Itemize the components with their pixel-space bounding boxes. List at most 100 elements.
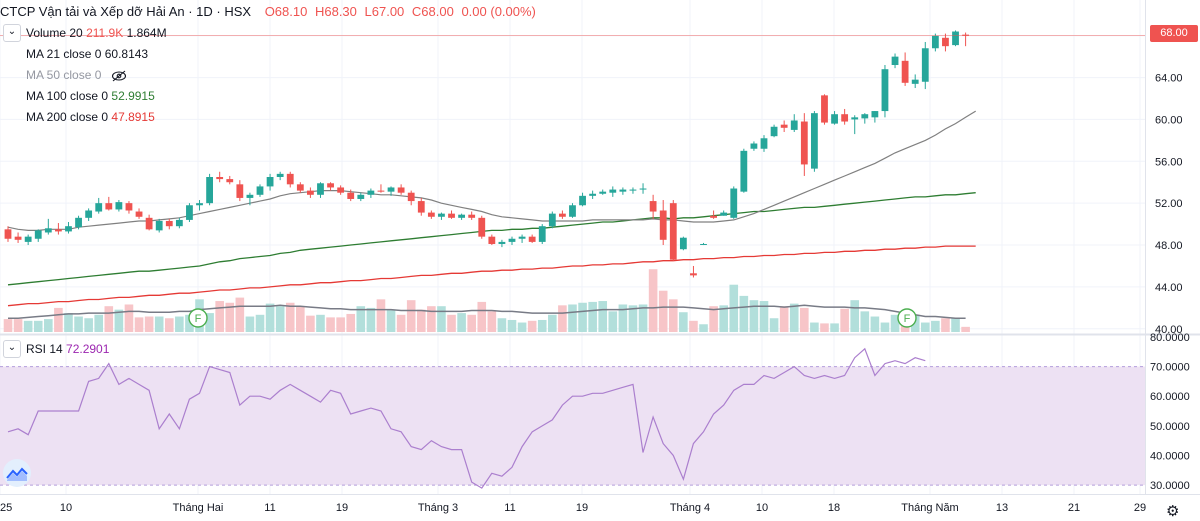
symbol-header: CTCP Vận tải và Xếp dỡ Hải An · 1D · HSX… [0, 4, 540, 19]
candle-body [468, 214, 476, 218]
rsi-axis-label: 70.0000 [1150, 362, 1190, 374]
time-axis-label: 29 [1134, 502, 1146, 514]
volume-bar [447, 314, 456, 332]
ma50-legend[interactable]: MA 50 close 0 [26, 68, 127, 82]
ma200-legend[interactable]: MA 200 close 0 47.8915 [26, 110, 155, 124]
candle [861, 113, 869, 124]
candle-body [548, 213, 556, 227]
candle-body [962, 34, 969, 36]
candle-body [559, 213, 566, 217]
time-axis-label: Tháng 3 [418, 502, 458, 514]
candle [831, 111, 838, 125]
candle-body [780, 124, 788, 128]
candle [387, 186, 395, 196]
earnings-marker [897, 308, 917, 328]
ma21-legend[interactable]: MA 21 close 0 60.8143 [26, 47, 148, 61]
volume-bar [356, 306, 366, 332]
candle [216, 171, 224, 183]
volume-bar [44, 319, 53, 332]
volume-bar [870, 316, 880, 332]
change-value: 0.00 (0.00%) [461, 4, 536, 19]
candle [286, 171, 294, 188]
volume-bar [850, 300, 860, 332]
candle [841, 108, 849, 125]
collapse-legend-button[interactable]: ⌄ [3, 24, 21, 42]
candle-body [438, 213, 445, 217]
ma200-line [7, 245, 976, 307]
time-axis-label: 11 [504, 502, 515, 514]
volume-ma-value: 1.864M [126, 26, 167, 40]
candle [135, 208, 143, 219]
candle-body [337, 187, 345, 193]
settings-gear-icon[interactable]: ⚙ [1166, 503, 1180, 520]
candle [34, 229, 42, 242]
time-axis-label: Tháng Năm [901, 502, 958, 514]
time-axis-label: Tháng Hai [173, 502, 224, 514]
ma100-label: MA 100 close 0 [26, 89, 109, 103]
volume-bar [961, 326, 970, 332]
volume-bar [346, 313, 356, 332]
volume-bar [406, 300, 416, 332]
volume-bar [396, 314, 406, 332]
rsi-legend[interactable]: RSI 14 72.2901 [26, 342, 109, 356]
candle-body [579, 195, 586, 206]
candle [236, 180, 244, 202]
volume-bar [13, 319, 23, 332]
volume-bar [84, 318, 93, 332]
candle [206, 173, 213, 206]
candle [317, 182, 324, 198]
volume-bar [164, 318, 174, 332]
candle [649, 194, 657, 219]
candle-body [135, 211, 143, 217]
volume-bar [124, 304, 134, 332]
volume-bar [527, 320, 537, 332]
candle-body [115, 202, 123, 210]
candle-body [266, 177, 274, 187]
candle-body [790, 120, 798, 130]
volume-bar [205, 313, 214, 332]
logo-icon [6, 467, 28, 481]
candle-body [770, 126, 778, 137]
candle [448, 210, 455, 219]
candle-body [901, 60, 909, 83]
candle-body [528, 236, 536, 242]
volume-bar [820, 323, 829, 332]
time-axis-label: Tháng 4 [670, 502, 710, 514]
volume-bar [245, 316, 255, 332]
candle-body [367, 190, 375, 195]
candle [427, 210, 435, 219]
volume-bar [910, 314, 920, 332]
volume-bar [769, 318, 779, 332]
candle-body [175, 219, 183, 227]
collapse-rsi-button[interactable]: ⌄ [3, 340, 21, 358]
volume-legend[interactable]: Volume 20 211.9K 1.864M [26, 26, 167, 40]
volume-bar [648, 269, 658, 332]
candle-body [811, 113, 818, 169]
candle [569, 203, 576, 218]
open-value: O68.10 [264, 4, 308, 19]
tradingview-logo[interactable] [3, 459, 31, 487]
candle [14, 232, 22, 243]
candle-body [296, 184, 304, 191]
candle [891, 53, 899, 69]
eye-hidden-icon[interactable] [111, 70, 127, 82]
volume-bar [54, 307, 63, 332]
candle-body [952, 31, 959, 46]
candle [800, 113, 808, 176]
volume-ma-line [8, 304, 966, 319]
ma100-line [7, 192, 976, 286]
candle-body [347, 192, 355, 199]
candle [659, 200, 667, 246]
ma100-legend[interactable]: MA 100 close 0 52.9915 [26, 89, 155, 103]
price-axis-label: 56.00 [1155, 156, 1183, 168]
candle-body [659, 210, 667, 240]
candle-body [44, 228, 52, 233]
candle-body [710, 215, 717, 218]
candle [478, 215, 486, 239]
volume-bar [618, 304, 628, 332]
candle [679, 236, 687, 251]
volume-bar [487, 311, 497, 332]
earnings-marker-label: F [195, 313, 202, 325]
candle [881, 65, 889, 118]
